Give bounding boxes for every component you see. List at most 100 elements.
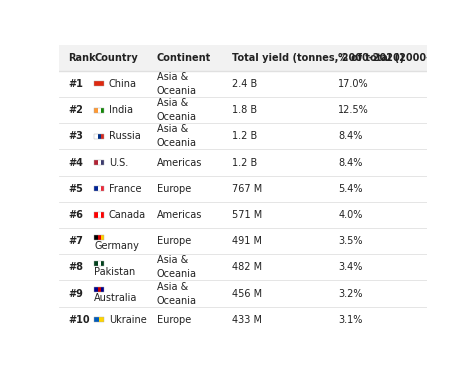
Text: #1: #1 [68,79,83,89]
Bar [94,107,98,113]
Text: #4: #4 [68,157,83,168]
Text: Asia &
Oceania: Asia & Oceania [156,98,197,122]
Bar [101,160,104,165]
Text: 5.4%: 5.4% [338,184,363,194]
Text: #2: #2 [68,105,83,115]
Bar [94,317,104,322]
Text: Europe: Europe [156,236,191,246]
Bar [98,160,101,165]
Bar [94,160,98,165]
Bar [94,186,98,191]
Text: Europe: Europe [156,184,191,194]
Text: Asia &
Oceania: Asia & Oceania [156,124,197,148]
Bar [94,160,104,165]
Text: France: France [109,184,141,194]
Text: 456 M: 456 M [232,289,262,298]
Text: Asia &
Oceania: Asia & Oceania [156,72,197,96]
Bar [94,317,99,322]
Text: 8.4%: 8.4% [338,157,363,168]
Bar [94,134,104,139]
Text: 433 M: 433 M [232,315,262,325]
Bar [94,287,104,292]
Text: China: China [109,79,137,89]
Bar [99,317,104,322]
Text: Americas: Americas [156,157,202,168]
Text: Australia: Australia [94,293,137,303]
Text: Total yield (tonnes, 2000-2020): Total yield (tonnes, 2000-2020) [232,53,404,63]
Text: 3.5%: 3.5% [338,236,363,246]
Bar [94,234,104,240]
Bar [101,212,104,218]
Bar [101,134,104,139]
Text: 482 M: 482 M [232,262,262,272]
Text: 12.5%: 12.5% [338,105,369,115]
Text: #6: #6 [68,210,83,220]
Text: #5: #5 [68,184,83,194]
Bar [94,186,104,191]
Bar [94,234,98,240]
Text: #9: #9 [68,289,83,298]
Bar [98,107,101,113]
Text: Country: Country [94,53,138,63]
Text: #10: #10 [68,315,90,325]
Bar [98,186,101,191]
Text: Rank: Rank [68,53,96,63]
Text: 3.2%: 3.2% [338,289,363,298]
Text: Europe: Europe [156,315,191,325]
Text: 4.0%: 4.0% [338,210,363,220]
Bar [59,123,427,150]
Bar [59,280,427,307]
Bar [98,212,101,218]
Text: Canada: Canada [109,210,146,220]
Text: Germany: Germany [94,241,139,251]
Text: #8: #8 [68,262,83,272]
Bar [59,202,427,228]
Bar [94,261,98,266]
Bar [101,107,104,113]
Bar [59,228,427,254]
Text: 1.2 B: 1.2 B [232,157,257,168]
Text: Asia &
Oceania: Asia & Oceania [156,255,197,279]
Bar [59,254,427,280]
Bar [98,287,101,292]
Text: India: India [109,105,133,115]
Bar [98,234,101,240]
Text: 3.4%: 3.4% [338,262,363,272]
Text: Continent: Continent [156,53,211,63]
Text: 8.4%: 8.4% [338,131,363,141]
Bar [59,150,427,176]
Bar [59,45,427,71]
Text: Pakistan: Pakistan [94,267,136,277]
Bar [101,261,104,266]
Bar [59,97,427,123]
Text: % of total (2000-2020): % of total (2000-2020) [338,53,462,63]
Bar [59,176,427,202]
Text: 1.2 B: 1.2 B [232,131,257,141]
Bar [94,261,104,266]
Bar [94,287,98,292]
Text: Americas: Americas [156,210,202,220]
Text: 1.8 B: 1.8 B [232,105,257,115]
Text: Russia: Russia [109,131,141,141]
Text: 3.1%: 3.1% [338,315,363,325]
Text: #3: #3 [68,131,83,141]
Bar [94,212,98,218]
Text: 2.4 B: 2.4 B [232,79,257,89]
Bar [94,212,104,218]
Bar [59,71,427,97]
Text: U.S.: U.S. [109,157,128,168]
Text: Ukraine: Ukraine [109,315,146,325]
Text: 767 M: 767 M [232,184,262,194]
Bar [94,81,104,86]
Bar [94,107,104,113]
Bar [94,134,98,139]
Bar [98,261,101,266]
Bar [94,81,104,86]
Text: 491 M: 491 M [232,236,262,246]
Text: 571 M: 571 M [232,210,262,220]
Text: 17.0%: 17.0% [338,79,369,89]
Bar [101,234,104,240]
Bar [101,287,104,292]
Bar [101,186,104,191]
Bar [98,134,101,139]
